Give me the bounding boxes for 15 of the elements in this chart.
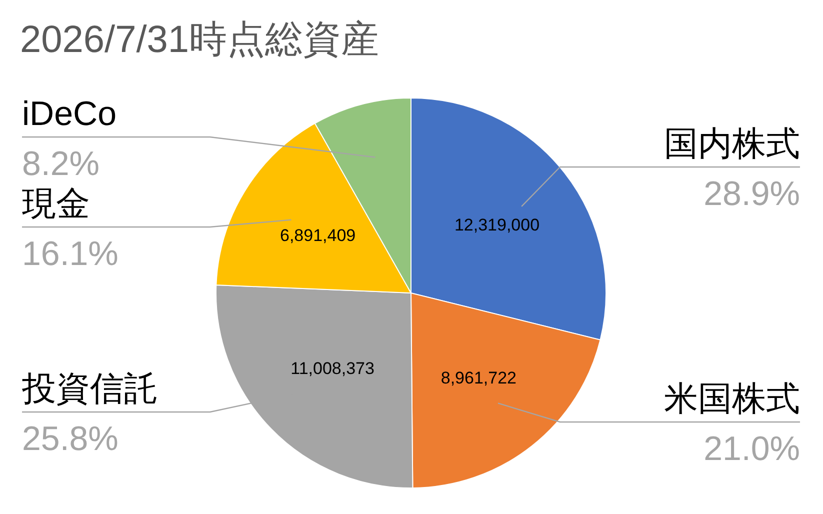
text: 8.2% — [22, 145, 100, 183]
data-label: 8,961,722 — [440, 368, 516, 388]
slice-label: 米国株式 — [664, 380, 800, 418]
data-label: 6,891,409 — [280, 226, 356, 246]
data-label: 12,319,000 — [454, 216, 540, 235]
text: 21.0% — [704, 430, 800, 468]
text: 25.8% — [22, 420, 118, 458]
text: 28.9% — [704, 175, 800, 213]
slice-label: 現金 — [22, 185, 90, 223]
slice-label: 投資信託 — [21, 370, 158, 408]
slice-label: 国内株式 — [664, 125, 800, 163]
slice-label: iDeCo — [22, 95, 116, 133]
text: 16.1% — [22, 235, 118, 273]
chart-title: 2026/7/31時点総資産 — [20, 19, 380, 61]
data-label: 11,008,373 — [290, 358, 374, 378]
